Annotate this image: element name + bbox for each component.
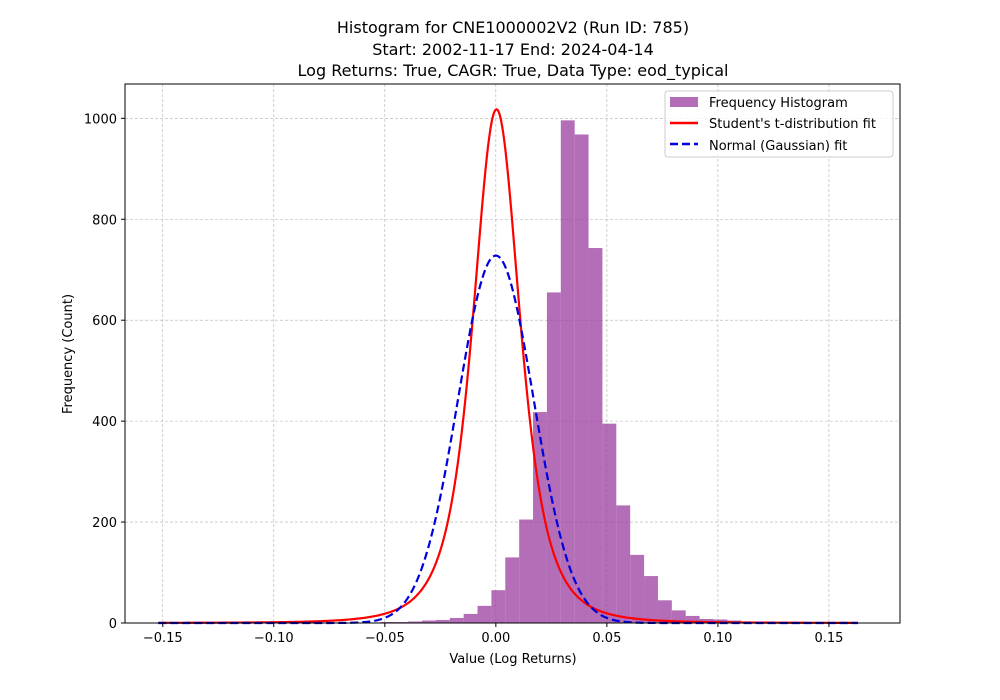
x-tick-label: −0.05: [365, 631, 405, 646]
histogram-bar: [408, 621, 423, 623]
t-distribution-fit-line: [158, 107, 858, 624]
histogram-bar: [491, 590, 506, 623]
histogram-bar: [602, 423, 617, 623]
normal-fit-line: [158, 254, 858, 625]
x-tick-label: 0.15: [814, 631, 843, 646]
legend-swatch-histogram: [670, 97, 698, 107]
histogram-bar: [435, 619, 450, 623]
legend-label-histogram: Frequency Histogram: [709, 96, 848, 111]
y-axis-ticks: 0 200 400 600 800 1000: [84, 112, 125, 632]
histogram-bar: [505, 557, 520, 623]
legend-label-normal-fit: Normal (Gaussian) fit: [709, 139, 847, 154]
histogram-bar: [546, 292, 561, 623]
x-tick-label: 0.10: [703, 631, 732, 646]
x-axis-label: Value (Log Returns): [449, 652, 576, 667]
histogram-bar: [630, 554, 645, 623]
x-tick-label: −0.10: [254, 631, 294, 646]
x-axis-ticks: −0.15 −0.10 −0.05 0.00 0.05 0.10 0.15: [143, 623, 843, 646]
x-tick-label: 0.00: [481, 631, 510, 646]
legend-box: [664, 90, 894, 158]
histogram-bar: [463, 613, 478, 623]
histogram-bar: [685, 615, 700, 623]
chart-title: Histogram for CNE1000002V2 (Run ID: 785)…: [298, 18, 729, 81]
y-tick-label: 0: [109, 617, 117, 632]
histogram-bar: [616, 505, 631, 623]
histogram-bar: [477, 605, 492, 623]
x-tick-label: 0.05: [592, 631, 621, 646]
histogram-bars: [158, 120, 881, 623]
histogram-bar: [671, 610, 686, 623]
histogram-bar: [394, 621, 409, 623]
y-tick-label: 400: [92, 415, 117, 430]
chart-title-line-1: Histogram for CNE1000002V2 (Run ID: 785): [337, 18, 689, 37]
histogram-bar: [422, 620, 436, 623]
y-tick-label: 1000: [84, 112, 117, 127]
histogram-bar: [380, 621, 395, 623]
histogram-bar: [449, 617, 464, 623]
histogram-bar: [644, 576, 658, 623]
y-tick-label: 800: [92, 213, 117, 228]
histogram-bar: [560, 120, 575, 623]
x-tick-label: −0.15: [143, 631, 183, 646]
y-tick-label: 200: [92, 516, 117, 531]
fit-curves: [158, 107, 858, 625]
chart-title-line-2: Start: 2002-11-17 End: 2024-04-14: [372, 40, 654, 59]
legend: Frequency Histogram Student's t-distribu…: [664, 90, 894, 158]
legend-label-t-fit: Student's t-distribution fit: [709, 117, 876, 132]
histogram-bar: [519, 519, 534, 623]
y-tick-label: 600: [92, 314, 117, 329]
histogram-bar: [588, 248, 603, 623]
histogram-bar: [574, 134, 589, 623]
histogram-bar: [657, 600, 672, 623]
plot-area-frame: [124, 83, 901, 624]
grid-lines: [125, 84, 900, 624]
y-axis-label: Frequency (Count): [61, 294, 76, 414]
chart-title-line-3: Log Returns: True, CAGR: True, Data Type…: [298, 61, 729, 81]
